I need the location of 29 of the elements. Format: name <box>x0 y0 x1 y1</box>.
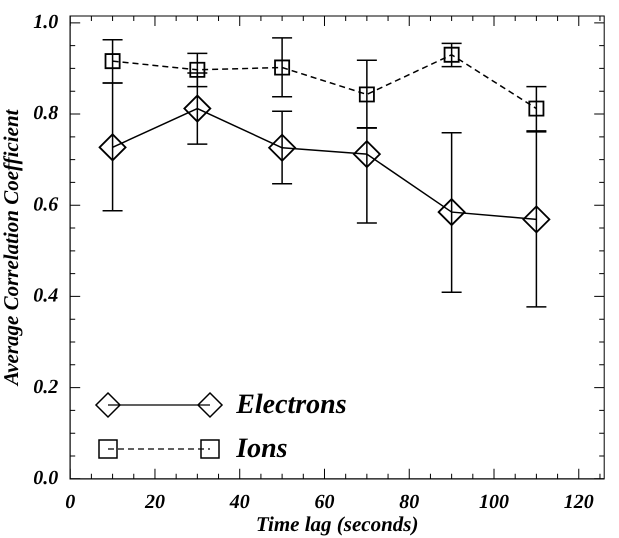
x-tick-label: 40 <box>228 490 250 513</box>
x-tick-label: 0 <box>65 490 76 513</box>
y-axis-title: Average Correlation Coefficient <box>0 108 24 388</box>
x-axis-title: Time lag (seconds) <box>256 512 418 536</box>
x-tick-label: 80 <box>399 490 420 513</box>
x-tick-label: 120 <box>564 490 594 513</box>
x-tick-label: 20 <box>144 490 165 513</box>
point <box>444 46 460 63</box>
point <box>438 198 466 226</box>
point <box>268 134 296 162</box>
point <box>183 94 212 122</box>
point <box>522 205 550 234</box>
x-tick-label: 60 <box>314 490 334 513</box>
point <box>274 60 290 76</box>
y-tick-label: 0.6 <box>33 193 58 216</box>
y-tick-label: 0.0 <box>33 466 58 489</box>
y-tick-label: 0.8 <box>33 102 58 124</box>
y-tick-label: 0.2 <box>33 376 58 398</box>
y-tick-label: 1.0 <box>33 11 58 34</box>
point <box>98 133 126 162</box>
legend-label: Ions <box>236 432 288 465</box>
point <box>352 140 381 168</box>
point <box>104 53 121 70</box>
point <box>528 100 544 117</box>
y-tick-label: 0.4 <box>33 284 58 307</box>
point <box>358 86 375 102</box>
legend-label: Electrons <box>236 388 347 421</box>
x-tick-label: 100 <box>479 490 510 513</box>
point <box>189 62 206 78</box>
